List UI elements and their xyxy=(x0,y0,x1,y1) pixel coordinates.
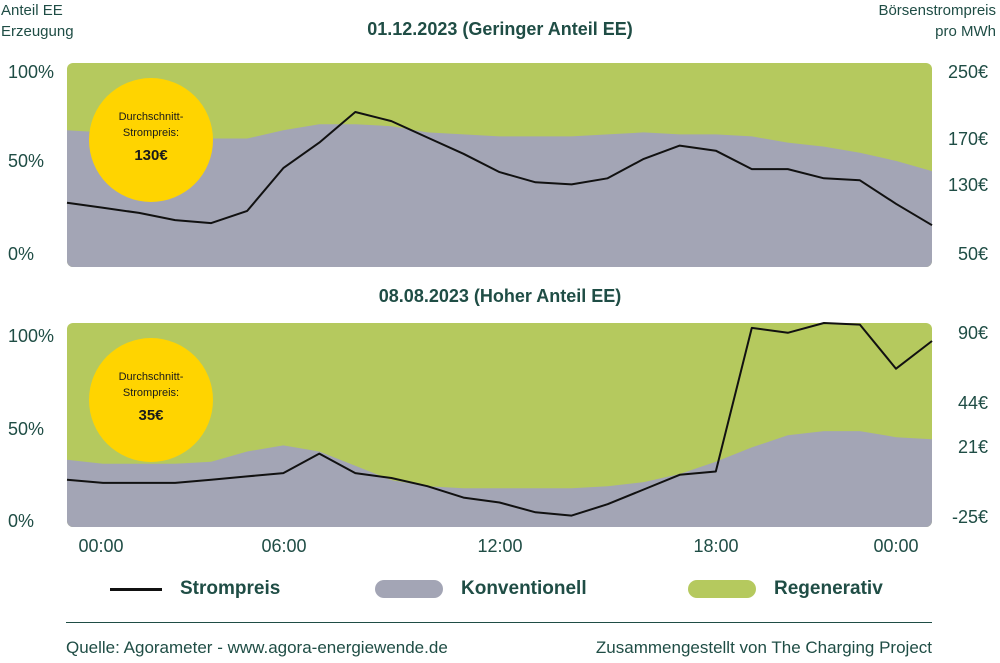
left-tick-label-top-2: 0% xyxy=(8,244,34,264)
left-axis-title: Anteil EE Erzeugung xyxy=(1,0,74,42)
bubble-label-top-1: Strompreis: xyxy=(123,127,179,139)
bubble-value-bottom: 35€ xyxy=(138,407,164,424)
footer-credit: Zusammengestellt von The Charging Projec… xyxy=(595,638,932,657)
footer-source: Quelle: Agorameter - www.agora-energiewe… xyxy=(66,638,448,657)
line-strompreis-top xyxy=(66,111,933,227)
legend-item-konventionell: Konventionell xyxy=(375,572,587,606)
legend-line-swatch xyxy=(110,587,162,591)
left-tick-label-top-1: 50% xyxy=(8,151,44,171)
left-axis-title-line1: Anteil EE xyxy=(1,2,63,19)
right-axis-title-line1: Börsenstrompreis xyxy=(878,2,996,19)
bubble-label-bottom-1: Strompreis: xyxy=(123,387,179,399)
x-tick-label-2: 12:00 xyxy=(477,536,522,556)
x-tick-label-3: 18:00 xyxy=(693,536,738,556)
legend-item-regenerativ: Regenerativ xyxy=(688,572,883,606)
line-strompreis-bottom xyxy=(66,322,933,517)
legend-item-strompreis: Strompreis xyxy=(110,572,280,606)
footer-divider xyxy=(66,622,932,623)
right-tick-label-bottom-3: -25€ xyxy=(952,507,988,527)
right-tick-label-top-2: 130€ xyxy=(948,175,988,195)
average-price-bubble-bottom xyxy=(89,338,213,462)
legend-label-regenerativ: Regenerativ xyxy=(774,578,883,599)
legend-label-strompreis: Strompreis xyxy=(180,578,281,599)
chart-title-bottom: 08.08.2023 (Hoher Anteil EE) xyxy=(378,286,622,306)
area-konventionell-bottom xyxy=(67,431,932,527)
legend-label-konventionell: Konventionell xyxy=(461,578,587,599)
right-tick-label-top-0: 250€ xyxy=(948,62,988,82)
legend-swatch-regenerativ xyxy=(688,580,756,598)
x-tick-label-1: 06:00 xyxy=(261,536,306,556)
right-tick-label-bottom-0: 90€ xyxy=(958,323,988,343)
right-tick-label-bottom-2: 21€ xyxy=(958,437,988,457)
left-axis-title-line2: Erzeugung xyxy=(1,23,74,40)
left-tick-label-bottom-2: 0% xyxy=(8,511,34,531)
x-tick-label-0: 00:00 xyxy=(78,536,123,556)
average-price-bubble-top xyxy=(89,78,213,202)
chart-title-top: 01.12.2023 (Geringer Anteil EE) xyxy=(367,19,633,39)
x-tick-label-4: 00:00 xyxy=(873,536,918,556)
left-tick-label-bottom-1: 50% xyxy=(8,419,44,439)
left-tick-label-top-0: 100% xyxy=(8,62,54,82)
right-tick-label-bottom-1: 44€ xyxy=(958,393,988,413)
left-tick-label-bottom-0: 100% xyxy=(8,326,54,346)
area-konventionell-top xyxy=(67,124,932,267)
bubble-value-top: 130€ xyxy=(134,147,168,164)
legend-swatch-konventionell xyxy=(375,580,443,598)
right-tick-label-top-1: 170€ xyxy=(948,129,988,149)
right-axis-title: Börsenstrompreis pro MWh xyxy=(878,0,996,42)
charts-canvas: 100% 50% 0% 250€ 170€ 130€ 50€ Durchschnitt- Str… xyxy=(8,62,988,556)
right-axis-title-line2: pro MWh xyxy=(935,23,996,40)
bubble-label-bottom-0: Durchschnitt- xyxy=(119,371,184,383)
legend: Strompreis Konventionell Regenerativ xyxy=(0,572,1000,606)
bubble-label-top-0: Durchschnitt- xyxy=(119,111,184,123)
right-tick-label-top-3: 50€ xyxy=(958,244,988,264)
